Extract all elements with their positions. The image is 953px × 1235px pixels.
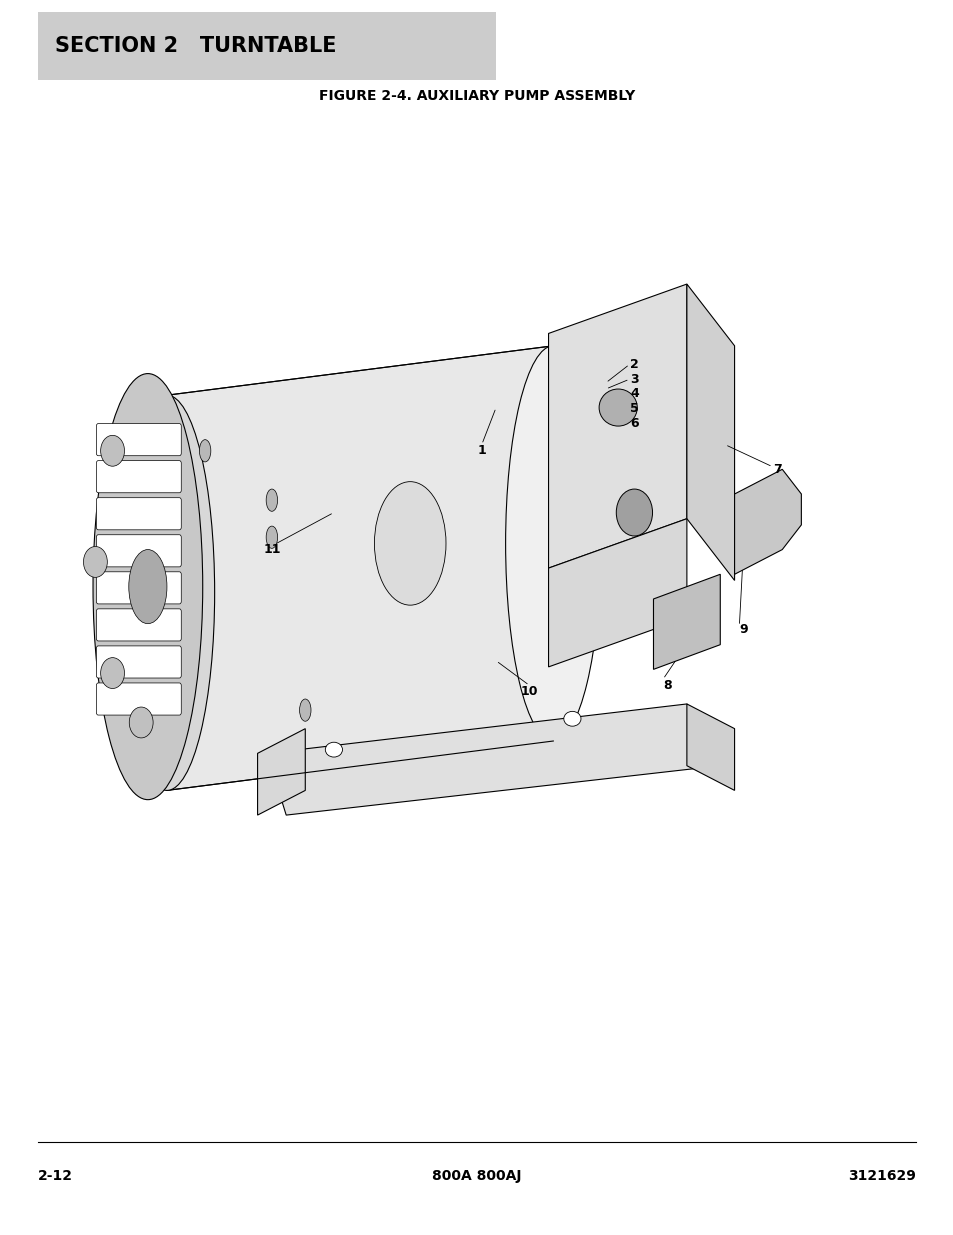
Ellipse shape (92, 373, 202, 800)
FancyBboxPatch shape (96, 535, 181, 567)
Polygon shape (257, 729, 305, 815)
Polygon shape (686, 284, 734, 580)
FancyBboxPatch shape (96, 461, 181, 493)
Ellipse shape (129, 550, 167, 624)
Text: 1: 1 (476, 445, 486, 457)
Ellipse shape (374, 482, 445, 605)
Ellipse shape (563, 711, 580, 726)
Ellipse shape (299, 699, 311, 721)
Ellipse shape (266, 489, 277, 511)
FancyBboxPatch shape (96, 572, 181, 604)
Text: 10: 10 (520, 685, 537, 698)
Ellipse shape (266, 526, 277, 548)
Text: 2-12: 2-12 (38, 1168, 73, 1183)
FancyBboxPatch shape (96, 424, 181, 456)
Text: 3121629: 3121629 (847, 1168, 915, 1183)
Text: 6: 6 (629, 417, 639, 430)
Ellipse shape (505, 346, 600, 741)
Text: SECTION 2   TURNTABLE: SECTION 2 TURNTABLE (55, 36, 336, 57)
Ellipse shape (598, 389, 637, 426)
FancyBboxPatch shape (96, 609, 181, 641)
Text: 11: 11 (263, 543, 280, 556)
Bar (38, 12, 496, 80)
FancyBboxPatch shape (96, 646, 181, 678)
Polygon shape (267, 704, 720, 815)
Text: 8: 8 (662, 679, 672, 692)
Text: FIGURE 2-4. AUXILIARY PUMP ASSEMBLY: FIGURE 2-4. AUXILIARY PUMP ASSEMBLY (318, 89, 635, 104)
Polygon shape (653, 574, 720, 669)
FancyBboxPatch shape (96, 683, 181, 715)
Ellipse shape (101, 657, 124, 688)
Text: 5: 5 (629, 403, 639, 415)
Polygon shape (548, 519, 686, 667)
Ellipse shape (199, 440, 211, 462)
Text: 2: 2 (629, 358, 639, 370)
Ellipse shape (101, 436, 124, 467)
Ellipse shape (129, 706, 152, 739)
Ellipse shape (119, 395, 214, 790)
Ellipse shape (325, 742, 342, 757)
FancyBboxPatch shape (96, 498, 181, 530)
Polygon shape (167, 346, 553, 790)
Text: 4: 4 (629, 388, 639, 400)
Polygon shape (686, 704, 734, 790)
Text: 9: 9 (739, 624, 748, 636)
Polygon shape (548, 284, 686, 568)
Text: 3: 3 (629, 373, 639, 385)
Ellipse shape (84, 546, 107, 578)
Ellipse shape (616, 489, 652, 536)
Text: 7: 7 (772, 463, 781, 475)
Text: 800A 800AJ: 800A 800AJ (432, 1168, 521, 1183)
Polygon shape (734, 469, 801, 574)
